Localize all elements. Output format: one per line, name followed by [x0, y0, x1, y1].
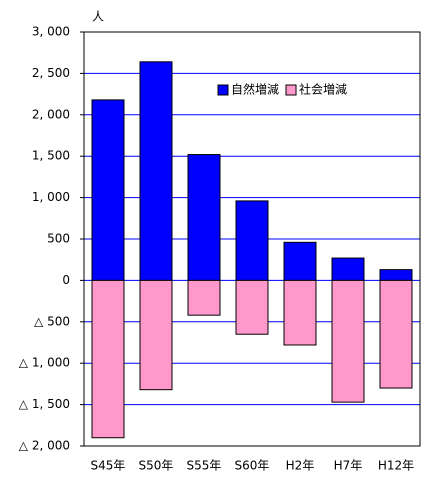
y-tick-label: △ 1, 500 — [19, 397, 70, 411]
y-tick-label: △ 1, 000 — [19, 356, 70, 370]
legend-swatch — [217, 84, 229, 96]
bar — [91, 99, 125, 281]
y-tick-label: 2, 500 — [32, 66, 70, 80]
legend-swatch — [285, 84, 297, 96]
x-tick-label: S55年 — [187, 459, 222, 473]
y-tick-label: 1, 000 — [32, 190, 70, 204]
bar — [139, 61, 173, 281]
bar — [283, 241, 317, 281]
x-tick-label: H12年 — [378, 459, 414, 473]
y-tick-label: 3, 000 — [32, 25, 70, 39]
bar — [187, 279, 221, 316]
y-tick-label: △ 2, 000 — [19, 439, 70, 453]
bar — [235, 200, 269, 281]
x-tick-label: H7年 — [334, 459, 363, 473]
bar — [283, 279, 317, 346]
y-tick-label: 1, 500 — [32, 149, 70, 163]
y-tick-label: 0 — [62, 273, 70, 287]
bar — [331, 279, 365, 403]
bar — [139, 279, 173, 391]
bar — [235, 279, 269, 335]
x-tick-label: S60年 — [235, 459, 270, 473]
bar — [187, 154, 221, 281]
plot-border — [83, 31, 421, 447]
x-tick-label: S45年 — [91, 459, 126, 473]
bar — [91, 279, 125, 439]
unit-label: 人 — [92, 10, 104, 24]
y-tick-label: 2, 000 — [32, 107, 70, 121]
y-tick-label: △ 500 — [34, 314, 70, 328]
x-tick-label: S50年 — [139, 459, 174, 473]
bar — [379, 269, 413, 281]
legend-label: 自然増減 — [231, 82, 279, 97]
bar — [331, 257, 365, 281]
bar — [379, 279, 413, 389]
y-tick-label: 500 — [47, 232, 70, 246]
legend-label: 社会増減 — [299, 82, 347, 97]
x-tick-label: H2年 — [286, 459, 315, 473]
